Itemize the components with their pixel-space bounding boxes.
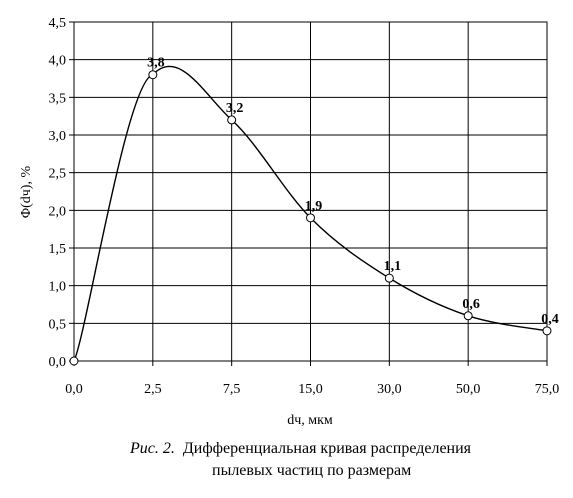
y-tick-label: 2,0 — [49, 204, 67, 219]
x-tick-label: 75,0 — [535, 382, 560, 397]
y-tick-label: 3,5 — [49, 91, 67, 106]
caption-line-2: пылевых частиц по размерам — [212, 462, 412, 479]
data-label: 3,8 — [147, 56, 165, 71]
caption-line-1: Рис. 2. Дифференциальная кривая распреде… — [130, 438, 471, 460]
data-label: 3,2 — [226, 101, 244, 116]
data-points — [69, 70, 552, 366]
x-tick-label: 50,0 — [456, 382, 481, 397]
chart: 0,0 0,5 1,0 1,5 2,0 2,5 3,0 3,5 4,0 4,5 0,0 2,5 7,5… — [19, 16, 559, 428]
y-axis-title: Φ(dч), % — [19, 166, 34, 219]
data-label: 1,1 — [384, 259, 402, 274]
data-label: 0,4 — [541, 312, 559, 327]
data-point — [306, 213, 315, 223]
x-tick-label: 30,0 — [377, 382, 402, 397]
x-tick-labels: 0,0 2,5 7,5 15,0 30,0 50,0 75,0 — [65, 361, 559, 397]
y-tick-label: 4,5 — [49, 16, 67, 31]
x-axis-title: dч, мкм — [287, 413, 333, 428]
series-line — [73, 65, 548, 362]
y-tick-label: 2,5 — [49, 167, 67, 182]
y-tick-label: 3,0 — [49, 129, 67, 144]
x-tick-label: 7,5 — [223, 382, 241, 397]
caption-prefix: Рис. 2. — [130, 440, 175, 457]
data-point — [384, 273, 394, 283]
y-tick-label: 1,0 — [49, 280, 67, 295]
x-tick-label: 0,0 — [65, 382, 83, 397]
y-tick-label: 4,0 — [49, 54, 67, 69]
data-label: 0,6 — [462, 297, 480, 312]
data-point — [227, 115, 237, 125]
data-point — [148, 70, 158, 80]
y-tick-label: 1,5 — [49, 242, 67, 257]
data-point — [463, 311, 473, 321]
y-tick-label: 0,0 — [49, 355, 67, 370]
data-labels: 3,8 3,2 1,9 1,1 0,6 0,4 — [147, 56, 559, 327]
x-tick-label: 2,5 — [144, 382, 162, 397]
data-point — [69, 356, 79, 366]
data-label: 1,9 — [305, 199, 323, 214]
caption-text-1: Дифференциальная кривая распределения — [182, 440, 472, 457]
x-tick-label: 15,0 — [298, 382, 323, 397]
y-tick-labels: 0,0 0,5 1,0 1,5 2,0 2,5 3,0 3,5 4,0 4,5 — [49, 16, 74, 370]
y-tick-label: 0,5 — [49, 317, 67, 332]
data-point — [542, 326, 552, 336]
